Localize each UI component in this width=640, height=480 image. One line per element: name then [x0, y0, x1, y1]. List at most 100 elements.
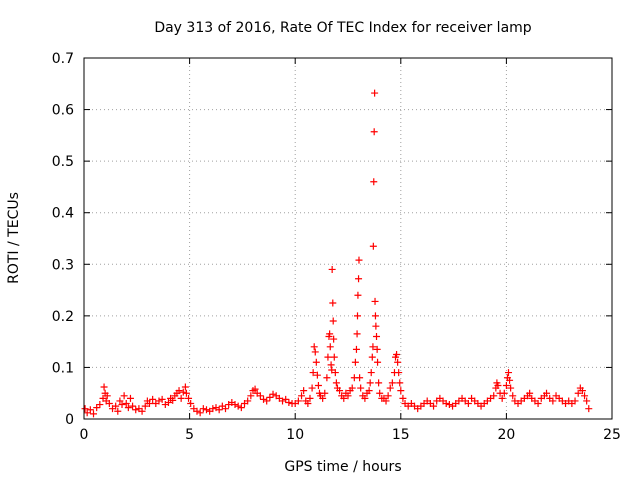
plot-frame [83, 57, 613, 420]
data-point [372, 322, 380, 330]
data-point [328, 366, 336, 374]
data-point [164, 398, 172, 406]
data-point [231, 401, 239, 409]
data-point [319, 394, 327, 402]
data-point [312, 358, 320, 366]
data-point [103, 392, 111, 400]
data-point [331, 369, 339, 377]
data-point [329, 299, 337, 307]
data-point [247, 392, 255, 400]
data-point [332, 379, 340, 387]
data-point [310, 343, 318, 351]
data-point [500, 389, 508, 397]
y-tick-label: 0.6 [52, 103, 74, 119]
data-point [549, 397, 557, 405]
data-point [490, 392, 498, 400]
data-point [326, 330, 334, 338]
y-tick-label: 0.1 [52, 360, 74, 376]
data-point [534, 400, 542, 408]
data-point [507, 384, 515, 392]
data-point [145, 400, 153, 408]
data-point [199, 405, 207, 413]
data-point [509, 392, 517, 400]
data-point [116, 397, 124, 405]
data-point [382, 397, 390, 405]
x-axis-label: GPS time / hours [284, 459, 401, 475]
data-point [397, 387, 405, 395]
data-point [263, 397, 271, 405]
data-point [324, 353, 332, 361]
data-point [369, 343, 377, 351]
data-point [354, 312, 362, 320]
data-point [169, 396, 177, 404]
data-point [353, 330, 361, 338]
data-point [430, 402, 438, 410]
data-point [386, 384, 394, 392]
data-point [122, 400, 130, 408]
data-point [344, 392, 352, 400]
data-point [370, 178, 378, 186]
data-point [314, 381, 322, 389]
data-point [374, 358, 382, 366]
data-point [181, 383, 189, 391]
y-tick-label: 0.4 [52, 206, 74, 222]
y-tick-label: 0 [65, 412, 74, 428]
data-point [336, 387, 344, 395]
data-point [340, 394, 348, 402]
data-point [118, 401, 126, 409]
data-point [114, 407, 122, 415]
data-point [442, 400, 450, 408]
data-point [348, 384, 356, 392]
data-point [300, 387, 308, 395]
data-point [90, 410, 98, 418]
data-point [395, 369, 403, 377]
data-point [327, 361, 335, 369]
x-tick-label: 20 [497, 427, 515, 443]
data-point [330, 335, 338, 343]
data-point [581, 392, 589, 400]
data-point [282, 395, 290, 403]
data-point [578, 387, 586, 395]
data-point [355, 275, 363, 283]
data-point [196, 409, 204, 417]
data-point [141, 402, 149, 410]
data-point [369, 242, 377, 250]
data-point [215, 406, 223, 414]
data-point [124, 404, 132, 412]
data-point [574, 389, 582, 397]
data-point [260, 395, 268, 403]
data-point [237, 404, 245, 412]
data-point [370, 128, 378, 136]
data-point [112, 402, 120, 410]
data-point [328, 265, 336, 273]
data-point [583, 397, 591, 405]
data-point [329, 317, 337, 325]
grid-lines [84, 58, 612, 419]
data-point [396, 379, 404, 387]
data-point [306, 394, 314, 402]
data-point [373, 345, 381, 353]
data-point [351, 358, 359, 366]
y-axis-label: ROTI / TECUs [6, 192, 22, 284]
data-point [357, 384, 365, 392]
data-point [155, 397, 163, 405]
data-point [266, 393, 274, 401]
data-point [251, 385, 259, 393]
data-point [571, 397, 579, 405]
y-tick-label: 0.7 [52, 51, 74, 67]
x-tick-label: 5 [185, 427, 194, 443]
data-point [187, 400, 195, 408]
data-point [175, 387, 183, 395]
data-point [393, 351, 401, 359]
data-point [120, 392, 128, 400]
y-tick-label: 0.3 [52, 257, 74, 273]
data-point [222, 405, 230, 413]
data-point [313, 371, 321, 379]
data-point [234, 402, 242, 410]
data-point [158, 395, 166, 403]
data-point [309, 369, 317, 377]
data-points [81, 89, 593, 418]
data-point [365, 387, 373, 395]
data-point [526, 389, 534, 397]
x-tick-label: 15 [392, 427, 410, 443]
